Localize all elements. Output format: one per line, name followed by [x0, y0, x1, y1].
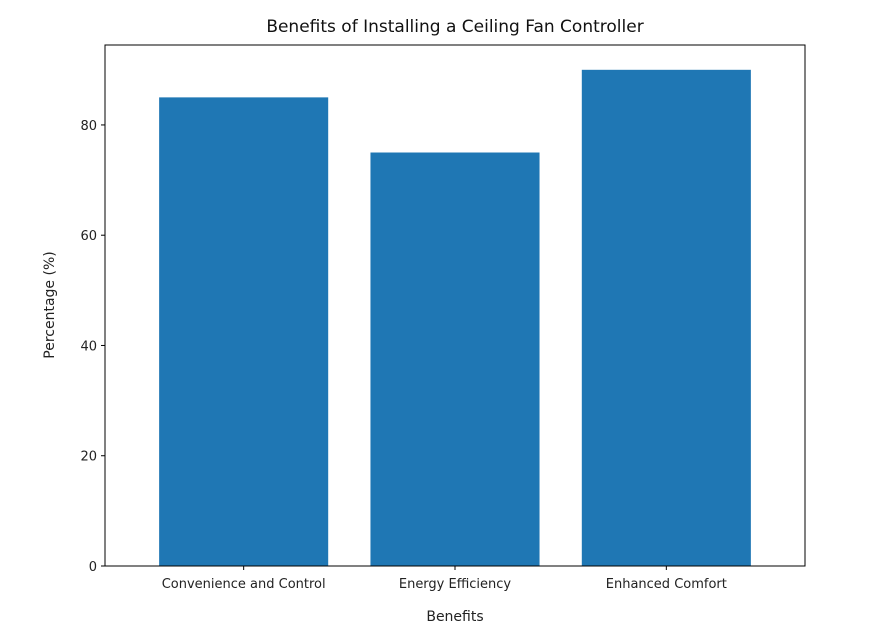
x-tick-label: Energy Efficiency [399, 577, 512, 592]
y-axis-label: Percentage (%) [42, 251, 58, 358]
bar-0 [159, 97, 329, 566]
y-tick-label: 80 [80, 119, 97, 134]
y-tick-label: 20 [80, 450, 97, 465]
bar-2 [581, 69, 751, 567]
chart-title: Benefits of Installing a Ceiling Fan Con… [266, 17, 643, 37]
x-tick-label: Enhanced Comfort [606, 577, 727, 592]
y-tick-label: 0 [89, 560, 97, 575]
x-axis-label: Benefits [426, 609, 483, 625]
y-tick-label: 60 [80, 229, 97, 244]
x-tick-label: Convenience and Control [162, 577, 326, 592]
bar-1 [370, 152, 540, 566]
y-tick-label: 40 [80, 339, 97, 354]
